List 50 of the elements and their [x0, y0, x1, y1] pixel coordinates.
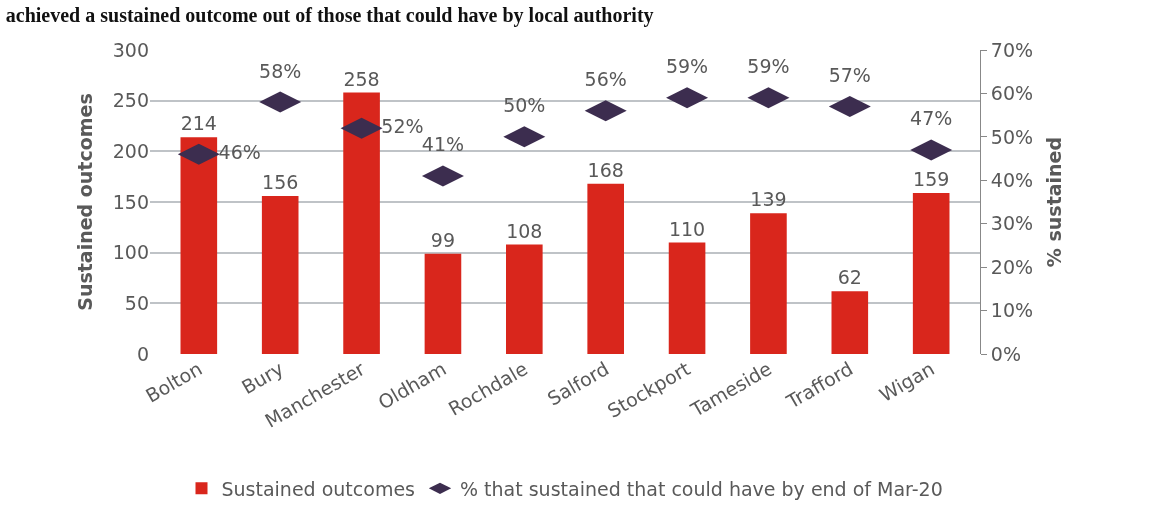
y2-tick-label: 60%	[990, 82, 1034, 105]
y2-tick-label: 30%	[990, 212, 1034, 235]
y2-tick-label: 10%	[990, 299, 1034, 322]
data-label: 168	[587, 158, 624, 181]
bar	[831, 291, 869, 354]
y-tick-label: 0	[136, 342, 149, 365]
data-label: 47%	[910, 107, 953, 130]
y-axis-title: Sustained outcomes	[73, 93, 96, 311]
data-label: 156	[262, 170, 299, 193]
data-label: 110	[668, 217, 706, 240]
bar	[750, 213, 787, 354]
data-label: 139	[750, 188, 787, 211]
y2-tick-label: 40%	[990, 168, 1034, 191]
bar	[668, 242, 706, 354]
data-label: 258	[343, 67, 380, 90]
data-label: 59%	[747, 55, 790, 78]
bar	[912, 192, 950, 354]
data-label: 99	[430, 228, 456, 251]
y-tick-label: 100	[112, 241, 149, 264]
legend-label: % that sustained that could have by end of Mar-20	[460, 477, 943, 500]
data-label: 41%	[421, 133, 465, 156]
data-label: 214	[180, 112, 217, 135]
bar	[424, 253, 462, 354]
y-tick-label: 150	[112, 190, 149, 213]
y2-tick-label: 20%	[990, 255, 1034, 278]
data-label: 46%	[218, 140, 261, 163]
data-label: 50%	[503, 94, 546, 117]
data-label: 159	[913, 167, 950, 190]
data-label: 56%	[584, 68, 627, 91]
data-label: 108	[506, 219, 543, 242]
y-tick-label: 200	[112, 139, 149, 162]
data-label: 62	[837, 266, 862, 289]
data-label: 52%	[381, 114, 424, 137]
bar	[180, 137, 218, 354]
y-tick-label: 250	[112, 89, 149, 112]
bar	[261, 195, 299, 354]
legend-label: Sustained outcomes	[221, 477, 415, 500]
bar	[506, 244, 543, 354]
y-tick-label: 50	[124, 291, 149, 314]
y2-axis-title: % sustained	[1042, 136, 1065, 268]
bar	[343, 92, 380, 354]
y2-tick-label: 70%	[990, 38, 1034, 61]
data-label: 57%	[828, 63, 871, 86]
data-label: 58%	[259, 59, 302, 82]
data-label: 59%	[665, 55, 709, 78]
y2-tick-label: 0%	[990, 342, 1021, 365]
y2-tick-label: 50%	[990, 125, 1034, 148]
bar	[587, 183, 624, 354]
y-tick-label: 300	[112, 38, 149, 61]
chart-title: achieved a sustained outcome out of those that could have by local authority	[5, 3, 654, 27]
